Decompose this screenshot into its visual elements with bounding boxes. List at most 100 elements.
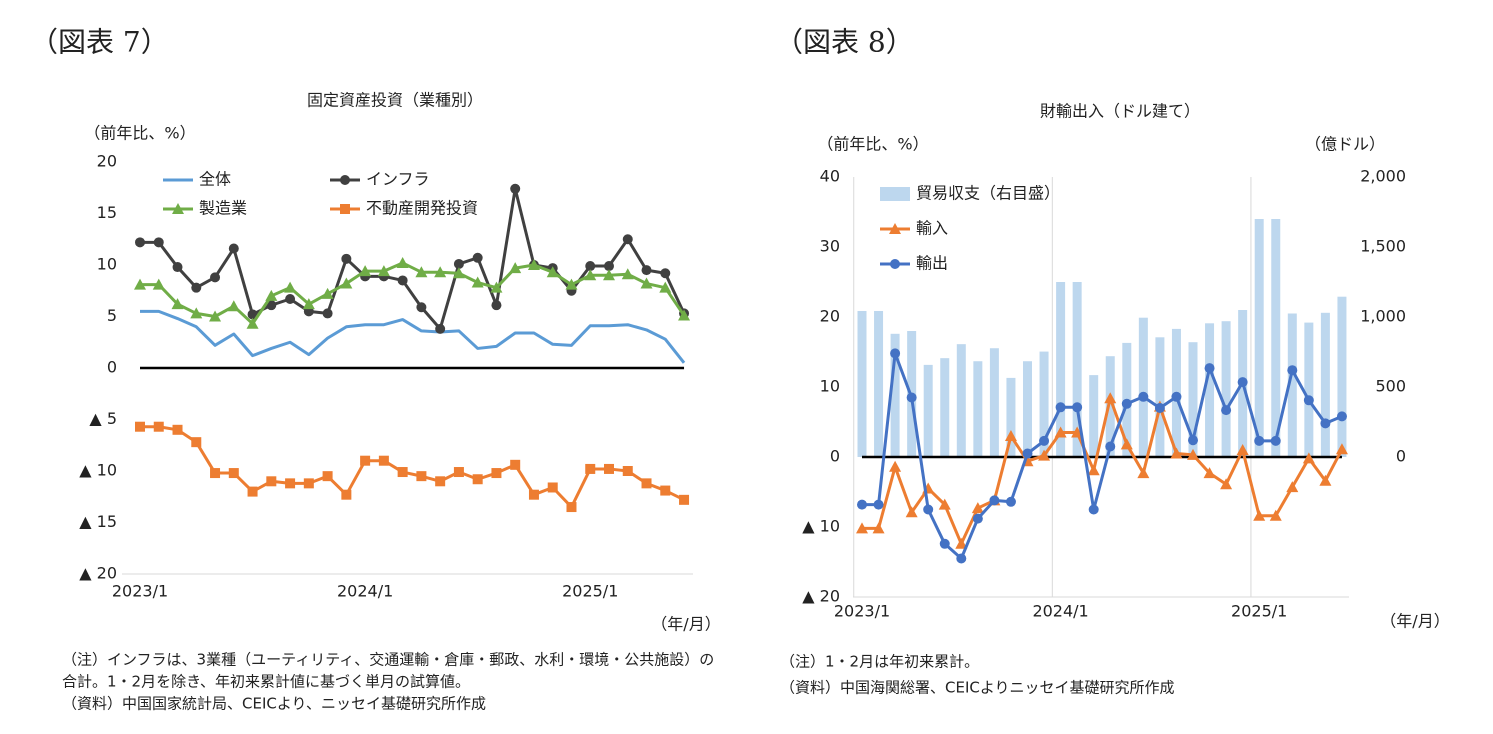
marker <box>1054 426 1067 438</box>
marker <box>660 268 671 279</box>
y2-tick-label: 0 <box>1396 447 1406 466</box>
bar <box>1089 375 1099 457</box>
legend-label: 貿易収支（右目盛） <box>916 184 1060 203</box>
marker <box>528 489 539 500</box>
x-tick-label: 2025/1 <box>1231 602 1287 621</box>
marker <box>939 538 950 549</box>
marker <box>340 175 350 185</box>
marker <box>397 467 408 478</box>
marker <box>856 522 868 534</box>
marker <box>284 281 297 293</box>
marker <box>509 262 522 274</box>
marker <box>923 504 934 515</box>
marker <box>227 300 240 312</box>
bar <box>956 344 966 457</box>
bar <box>1039 351 1049 457</box>
marker <box>434 266 447 278</box>
x-axis-label: （年/月） <box>1380 612 1449 631</box>
marker <box>453 467 464 478</box>
marker <box>285 478 296 489</box>
chart-title: 財輸出入（ドル建て） <box>1040 102 1200 121</box>
marker <box>453 258 464 269</box>
marker <box>603 269 615 281</box>
bar <box>1155 337 1165 457</box>
marker <box>415 266 428 278</box>
marker <box>416 302 427 313</box>
marker <box>152 278 165 290</box>
bar <box>1072 282 1082 457</box>
bar <box>1287 313 1297 457</box>
bar <box>1205 323 1215 457</box>
marker <box>471 276 484 288</box>
marker <box>621 268 634 280</box>
marker <box>435 323 446 334</box>
marker <box>341 489 352 500</box>
bar <box>1138 317 1148 457</box>
y-tick-label: ▲ 15 <box>79 512 117 531</box>
bar <box>890 333 900 457</box>
marker <box>1055 402 1066 413</box>
marker <box>905 506 918 518</box>
marker <box>228 468 239 479</box>
legend-label: 輸入 <box>916 219 948 238</box>
x-tick-label: 2025/1 <box>562 582 618 601</box>
marker <box>585 261 596 272</box>
marker <box>172 424 183 435</box>
marker <box>1335 443 1348 455</box>
marker <box>1203 467 1216 479</box>
marker <box>135 421 145 432</box>
y-tick-label: ▲ 20 <box>802 587 840 606</box>
marker <box>135 237 145 248</box>
marker <box>285 293 296 304</box>
marker <box>490 281 503 293</box>
y-axis-label: （前年比、%） <box>817 135 928 154</box>
y2-tick-label: 2,000 <box>1360 167 1406 186</box>
y-tick-label: 0 <box>830 447 840 466</box>
note: （注）インフラは、3業種（ユーティリティ、交通運輸・倉庫・郵政、水利・環境・公共… <box>62 651 714 669</box>
marker <box>472 474 483 485</box>
marker <box>1039 435 1050 446</box>
y-tick-label: 5 <box>107 306 117 325</box>
marker <box>210 272 221 283</box>
marker <box>491 300 502 311</box>
marker <box>1221 405 1232 416</box>
bar <box>1023 361 1032 457</box>
marker <box>546 266 559 278</box>
marker <box>246 317 259 329</box>
bar <box>1304 322 1314 457</box>
line <box>140 309 686 364</box>
marker <box>641 478 652 489</box>
marker <box>660 485 671 496</box>
y-tick-label: ▲ 10 <box>802 517 840 536</box>
y2-axis-label: （億ドル） <box>1305 135 1385 154</box>
y-tick-label: 0 <box>107 358 117 377</box>
marker <box>641 265 652 276</box>
marker <box>1237 377 1248 388</box>
marker <box>266 300 277 311</box>
marker <box>396 256 409 268</box>
chart-title: 固定資産投資（業種別） <box>307 91 483 110</box>
x-tick-label: 2023/1 <box>112 582 168 601</box>
marker <box>341 253 352 264</box>
marker <box>322 471 333 482</box>
marker <box>153 237 164 248</box>
bar <box>1271 219 1281 457</box>
marker <box>1154 403 1165 413</box>
marker <box>416 471 427 482</box>
marker <box>1253 509 1266 521</box>
marker <box>340 277 353 289</box>
figure-label: （図表 8） <box>775 26 914 59</box>
marker <box>585 463 596 474</box>
marker <box>321 287 334 299</box>
marker <box>340 204 350 214</box>
y2-tick-label: 500 <box>1375 377 1406 396</box>
marker <box>397 275 408 286</box>
marker <box>1270 435 1281 446</box>
marker <box>172 262 183 273</box>
marker <box>1005 496 1016 507</box>
legend-label: 全体 <box>199 170 231 189</box>
marker <box>1320 418 1331 429</box>
y-tick-label: 15 <box>97 203 117 222</box>
x-tick-label: 2024/1 <box>337 582 393 601</box>
y2-tick-label: 1,000 <box>1360 307 1406 326</box>
